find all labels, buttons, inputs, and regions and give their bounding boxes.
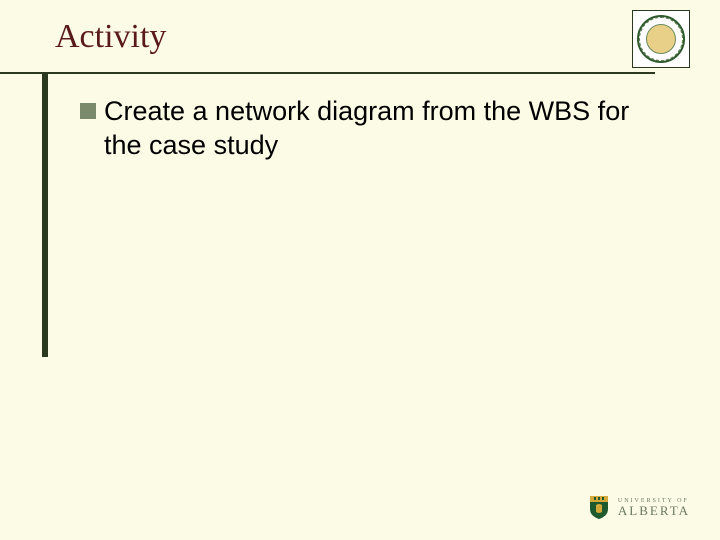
wordmark: UNIVERSITY OF ALBERTA — [618, 498, 690, 517]
university-seal-logo — [632, 10, 690, 68]
shield-icon — [588, 494, 610, 520]
slide-title: Activity — [55, 18, 166, 56]
bullet-marker-icon — [80, 103, 96, 119]
university-wordmark-logo: UNIVERSITY OF ALBERTA — [588, 494, 690, 520]
title-divider — [0, 72, 655, 74]
seal-icon — [637, 15, 685, 63]
wordmark-bottom: ALBERTA — [618, 504, 690, 517]
title-area: Activity — [55, 18, 166, 56]
seal-ring — [639, 17, 683, 61]
slide: Activity Create a network diagram from t… — [0, 0, 720, 540]
left-accent-bar — [42, 72, 48, 357]
body-content: Create a network diagram from the WBS fo… — [80, 95, 640, 163]
bullet-text: Create a network diagram from the WBS fo… — [104, 95, 640, 163]
bullet-item: Create a network diagram from the WBS fo… — [80, 95, 640, 163]
